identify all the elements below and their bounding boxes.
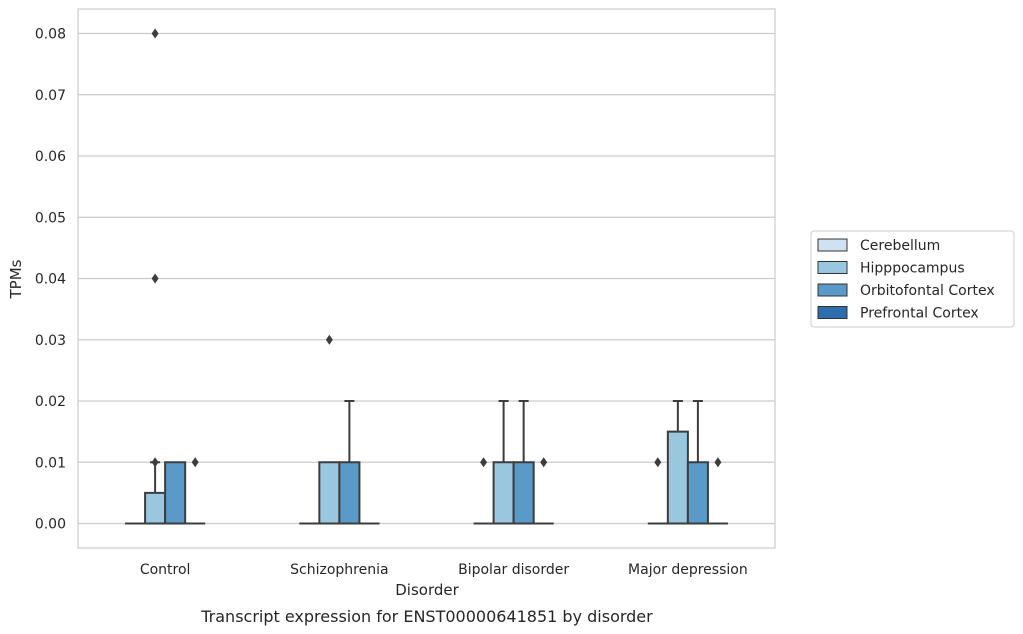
box-prefrontal-cortex (707, 457, 728, 525)
box-orbitofontal-cortex (512, 400, 535, 525)
y-axis-label: TPMs (7, 259, 25, 299)
box-hipppocampus (492, 400, 515, 525)
box-prefrontal-cortex (185, 457, 206, 525)
boxes (125, 28, 728, 525)
box-body (686, 461, 709, 525)
y-tick-label: 0.04 (35, 272, 66, 288)
y-tick-label: 0.05 (35, 210, 66, 226)
plot-frame (77, 8, 776, 549)
y-tick-label: 0.07 (35, 88, 66, 104)
x-tick-label: Major depression (628, 562, 748, 578)
outlier-point (191, 457, 199, 468)
box-prefrontal-cortex (533, 457, 554, 525)
chart-caption: Transcript expression for ENST0000064185… (200, 607, 653, 626)
box-hipppocampus (318, 334, 341, 525)
legend-label: Cerebellum (860, 238, 940, 254)
outlier-point (714, 457, 722, 468)
box-body (144, 491, 167, 525)
outlier-point (480, 457, 488, 468)
legend-label: Orbitofontal Cortex (860, 283, 995, 299)
outlier-point (151, 28, 159, 39)
x-tick-labels: Control Schizophrenia Bipolar disorder Majo… (140, 562, 748, 578)
box-body (318, 461, 341, 525)
x-tick-label: Bipolar disorder (458, 562, 569, 578)
y-tick-label: 0.06 (35, 149, 66, 165)
legend-label: Hipppocampus (860, 261, 965, 277)
box-hipppocampus (144, 28, 167, 525)
box-body (666, 430, 689, 525)
box-body (338, 461, 361, 525)
legend-swatch (817, 261, 848, 274)
box-orbitofontal-cortex (164, 461, 187, 525)
outlier-point (540, 457, 548, 468)
y-tick-label: 0.00 (35, 517, 66, 533)
y-tick-labels: 0.00 0.01 0.02 0.03 0.04 0.05 0.06 0.07 0.08 (35, 27, 66, 533)
box-body (512, 461, 535, 525)
box-orbitofontal-cortex (686, 400, 709, 525)
legend-swatch (817, 283, 848, 297)
outlier-point (151, 457, 159, 468)
x-axis-label: Disorder (395, 581, 459, 599)
x-tick-label: Schizophrenia (290, 562, 388, 578)
y-tick-label: 0.02 (35, 394, 66, 410)
legend-frame (810, 230, 1015, 328)
box-cerebellum (473, 457, 494, 525)
box-body (164, 461, 187, 525)
box-cerebellum (647, 457, 668, 525)
y-tick-label: 0.01 (35, 455, 66, 471)
box-hipppocampus (666, 400, 689, 525)
box-orbitofontal-cortex (338, 400, 361, 525)
legend-label: Prefrontal Cortex (860, 306, 979, 322)
x-tick-label: Control (140, 562, 191, 578)
outlier-point (325, 334, 333, 345)
legend-swatch (817, 306, 848, 319)
box-body (492, 461, 515, 525)
legend: Cerebellum Hipppocampus Orbitofontal Corte… (810, 230, 1015, 328)
outlier-point (151, 273, 159, 284)
legend-swatch (817, 238, 848, 252)
y-tick-label: 0.08 (35, 27, 66, 43)
y-tick-label: 0.03 (35, 333, 66, 349)
outlier-point (654, 457, 662, 468)
